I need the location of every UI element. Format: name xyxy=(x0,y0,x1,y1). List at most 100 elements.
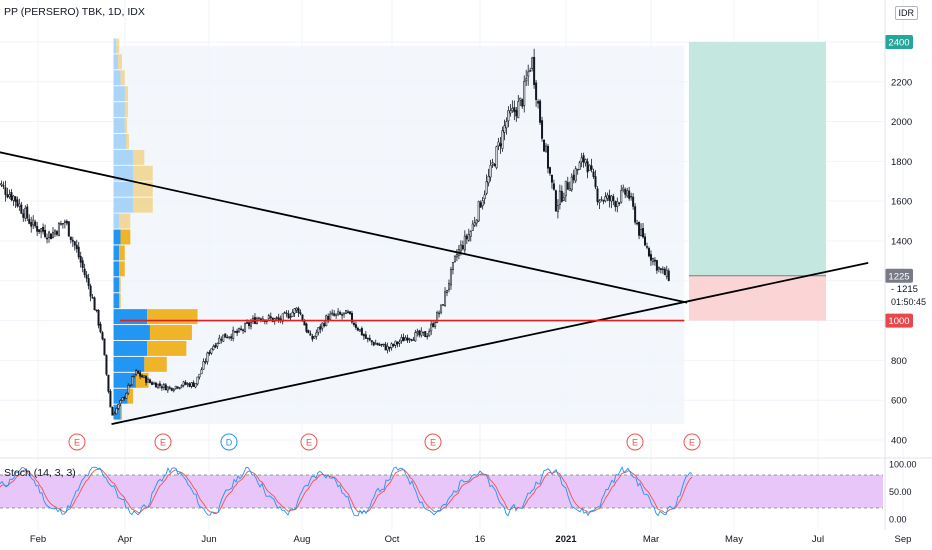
candle-body xyxy=(499,143,502,147)
currency-badge[interactable]: IDR xyxy=(894,6,918,20)
candle xyxy=(129,384,132,388)
candle-body xyxy=(661,268,664,271)
candle xyxy=(162,382,165,391)
candle xyxy=(642,223,645,239)
candle xyxy=(398,339,401,347)
candle xyxy=(87,273,90,290)
candle xyxy=(220,336,223,344)
candle xyxy=(554,189,557,213)
candle-body xyxy=(440,304,443,313)
candle xyxy=(618,202,621,206)
volume-profile-up-bar xyxy=(113,309,148,325)
earnings-marker-circle xyxy=(154,433,172,451)
candle-body xyxy=(477,201,480,222)
candle-body xyxy=(655,260,658,271)
candle-body xyxy=(331,312,334,315)
candle xyxy=(404,335,407,341)
candle xyxy=(192,380,195,387)
candle-body xyxy=(40,228,43,233)
candle-body xyxy=(202,361,205,370)
candle xyxy=(36,221,39,237)
candle-body xyxy=(511,107,514,111)
candle xyxy=(20,201,23,214)
candle-body xyxy=(370,340,373,343)
earnings-marker-circle xyxy=(424,433,442,451)
candle-body xyxy=(418,330,421,336)
candle xyxy=(616,197,619,213)
y-tick-label: 1400 xyxy=(891,236,912,247)
candle xyxy=(123,395,126,401)
candle-body xyxy=(636,222,639,225)
candle xyxy=(44,224,47,239)
candle-body xyxy=(198,373,201,378)
candle-body xyxy=(624,189,627,195)
candle-body xyxy=(242,329,245,331)
candle-body xyxy=(91,297,94,299)
candle xyxy=(347,309,350,314)
volume-profile-down-bar xyxy=(127,388,134,404)
candle xyxy=(382,343,385,347)
candle-body xyxy=(63,221,66,223)
earnings-marker-circle xyxy=(300,433,318,451)
candle xyxy=(313,335,316,339)
earnings-marker-label: E xyxy=(74,438,80,448)
candle xyxy=(446,289,449,297)
candle-body xyxy=(249,321,252,327)
candle xyxy=(24,205,27,222)
candle-body xyxy=(545,145,548,152)
candle-body xyxy=(493,164,496,167)
candle-body xyxy=(360,328,363,336)
candle-body xyxy=(550,174,553,183)
candle xyxy=(63,219,66,229)
candle xyxy=(14,196,17,208)
candle-body xyxy=(523,80,526,106)
candle-body xyxy=(626,190,629,197)
candle-body xyxy=(634,206,637,223)
candle xyxy=(204,358,207,365)
candle-body xyxy=(238,328,241,333)
candle-body xyxy=(319,326,322,330)
candle-body xyxy=(513,107,516,113)
candle-body xyxy=(390,343,393,348)
x-tick-label: Apr xyxy=(118,534,133,545)
candle xyxy=(604,192,607,203)
candle xyxy=(214,342,217,349)
volume-profile-down-bar xyxy=(144,356,167,372)
candle-body xyxy=(335,313,338,316)
candle xyxy=(317,327,320,336)
candle xyxy=(188,382,191,388)
y-tick-label: 400 xyxy=(891,436,907,447)
candle xyxy=(543,139,546,152)
candle-body xyxy=(59,223,62,226)
candle-body xyxy=(594,176,597,188)
candle-body xyxy=(558,190,561,205)
candle xyxy=(343,312,346,318)
candle xyxy=(432,320,435,328)
volume-profile-down-bar xyxy=(119,245,125,261)
candle-body xyxy=(449,269,452,286)
candle xyxy=(147,377,150,383)
candle xyxy=(594,170,597,190)
candle xyxy=(16,196,19,208)
volume-profile-down-bar xyxy=(124,86,128,102)
earnings-marker-circle xyxy=(68,433,86,451)
stoch-band xyxy=(0,475,883,508)
candle xyxy=(606,192,609,202)
candle-body xyxy=(446,289,449,294)
candle xyxy=(380,343,383,348)
candle xyxy=(467,228,470,242)
volume-profile-up-bar xyxy=(113,86,125,102)
candle-body xyxy=(55,231,58,235)
candle xyxy=(309,330,312,336)
earnings-marker-label: E xyxy=(632,438,638,448)
candle-body xyxy=(10,192,13,200)
candle-body xyxy=(562,197,565,201)
candle-body xyxy=(388,346,391,349)
candle xyxy=(234,330,237,334)
candle xyxy=(46,233,49,244)
candle xyxy=(339,310,342,316)
candle-body xyxy=(141,375,144,378)
candle-body xyxy=(190,382,193,387)
candle-body xyxy=(568,187,571,191)
